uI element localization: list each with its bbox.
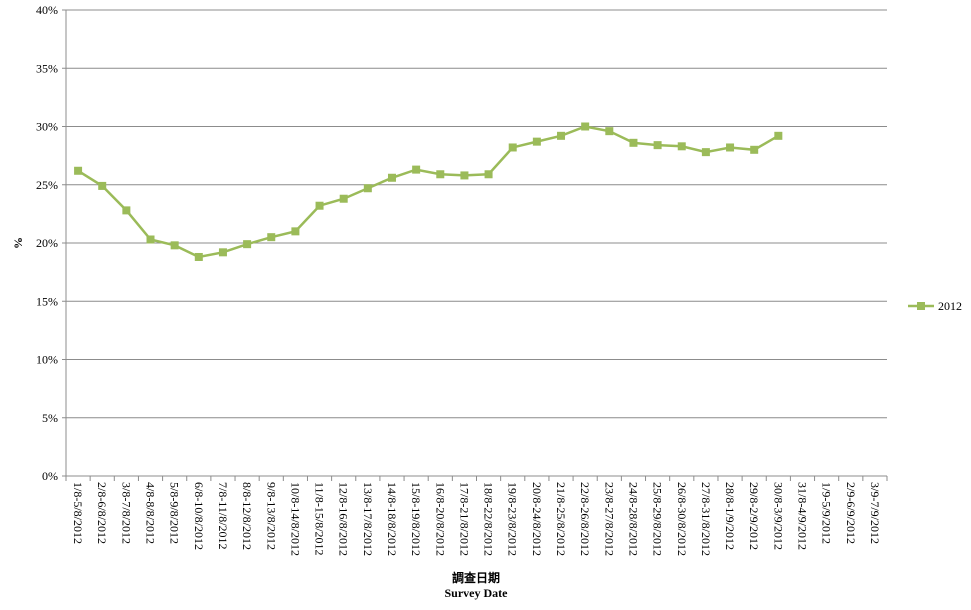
y-tick-label: 30%	[36, 120, 58, 134]
point-marker	[146, 235, 155, 244]
point-marker	[194, 252, 203, 261]
x-tick-label: 25/8-29/8/2012	[651, 482, 665, 556]
point-marker	[653, 141, 662, 150]
point-marker	[363, 184, 372, 193]
point-marker	[243, 240, 252, 249]
x-tick-label: 13/8-17/8/2012	[361, 482, 375, 556]
x-tick-label: 8/8-12/8/2012	[240, 482, 254, 550]
point-marker	[122, 206, 131, 215]
point-marker	[218, 248, 227, 257]
x-tick-label: 2/8-6/8/2012	[95, 482, 109, 544]
point-marker	[291, 227, 300, 236]
x-tick-label: 17/8-21/8/2012	[457, 482, 471, 556]
x-tick-label: 6/8-10/8/2012	[192, 482, 206, 550]
point-marker	[484, 170, 493, 179]
legend-marker	[917, 302, 925, 310]
y-tick-label: 5%	[42, 411, 58, 425]
point-marker	[581, 122, 590, 131]
x-tick-label: 3/8-7/8/2012	[119, 482, 133, 544]
x-tick-label: 5/8-9/8/2012	[168, 482, 182, 544]
y-axis-title: %	[11, 237, 25, 249]
point-marker	[339, 194, 348, 203]
x-tick-label: 2/9-6/9/2012	[844, 482, 858, 544]
y-tick-label: 25%	[36, 178, 58, 192]
x-tick-label: 10/8-14/8/2012	[288, 482, 302, 556]
series-line	[77, 125, 779, 259]
x-tick-label: 28/8-1/9/2012	[723, 482, 737, 550]
x-tick-label: 30/8-3/9/2012	[771, 482, 785, 550]
x-tick-label: 1/8-5/8/2012	[71, 482, 85, 544]
point-marker	[436, 170, 445, 179]
x-tick-label: 24/8-28/8/2012	[626, 482, 640, 556]
point-marker	[74, 166, 83, 175]
x-axis-subtitle: Survey Date	[445, 586, 509, 600]
x-tick-label: 4/8-8/8/2012	[144, 482, 158, 544]
x-tick-label: 21/8-25/8/2012	[554, 482, 568, 556]
y-tick-label: 10%	[36, 353, 58, 367]
x-tick-label: 27/8-31/8/2012	[699, 482, 713, 556]
point-marker	[387, 173, 396, 182]
y-tick-label: 15%	[36, 294, 58, 308]
x-tick-label: 20/8-24/8/2012	[530, 482, 544, 556]
point-marker	[677, 142, 686, 151]
point-marker	[412, 165, 421, 174]
x-tick-label: 1/9-5/9/2012	[820, 482, 834, 544]
point-marker	[460, 171, 469, 180]
x-tick-label: 23/8-27/8/2012	[602, 482, 616, 556]
point-marker	[605, 127, 614, 136]
point-marker	[532, 137, 541, 146]
x-tick-label: 16/8-20/8/2012	[433, 482, 447, 556]
point-marker	[508, 143, 517, 152]
x-axis-title: 調查日期	[452, 570, 500, 585]
x-tick-label: 26/8-30/8/2012	[675, 482, 689, 556]
point-marker	[701, 148, 710, 157]
y-tick-label: 0%	[42, 469, 58, 483]
point-marker	[170, 241, 179, 250]
legend-label: 2012	[938, 299, 962, 313]
point-marker	[557, 131, 566, 140]
y-tick-label: 35%	[36, 61, 58, 75]
x-tick-label: 12/8-16/8/2012	[337, 482, 351, 556]
x-tick-label: 31/8-4/9/2012	[795, 482, 809, 550]
x-tick-label: 29/8-2/9/2012	[747, 482, 761, 550]
point-marker	[750, 145, 759, 154]
x-tick-label: 18/8-22/8/2012	[482, 482, 496, 556]
point-marker	[629, 138, 638, 147]
point-marker	[267, 233, 276, 242]
y-tick-label: 40%	[36, 3, 58, 17]
x-tick-label: 19/8-23/8/2012	[506, 482, 520, 556]
x-tick-label: 11/8-15/8/2012	[313, 482, 327, 556]
x-tick-label: 9/8-13/8/2012	[264, 482, 278, 550]
point-marker	[98, 181, 107, 190]
point-marker	[774, 131, 783, 140]
x-tick-label: 15/8-19/8/2012	[409, 482, 423, 556]
x-tick-label: 7/8-11/8/2012	[216, 482, 230, 550]
x-tick-label: 3/9-7/9/2012	[868, 482, 882, 544]
y-tick-label: 20%	[36, 236, 58, 250]
x-tick-label: 22/8-26/8/2012	[578, 482, 592, 556]
point-marker	[726, 143, 735, 152]
x-tick-label: 14/8-18/8/2012	[385, 482, 399, 556]
point-marker	[315, 201, 324, 210]
